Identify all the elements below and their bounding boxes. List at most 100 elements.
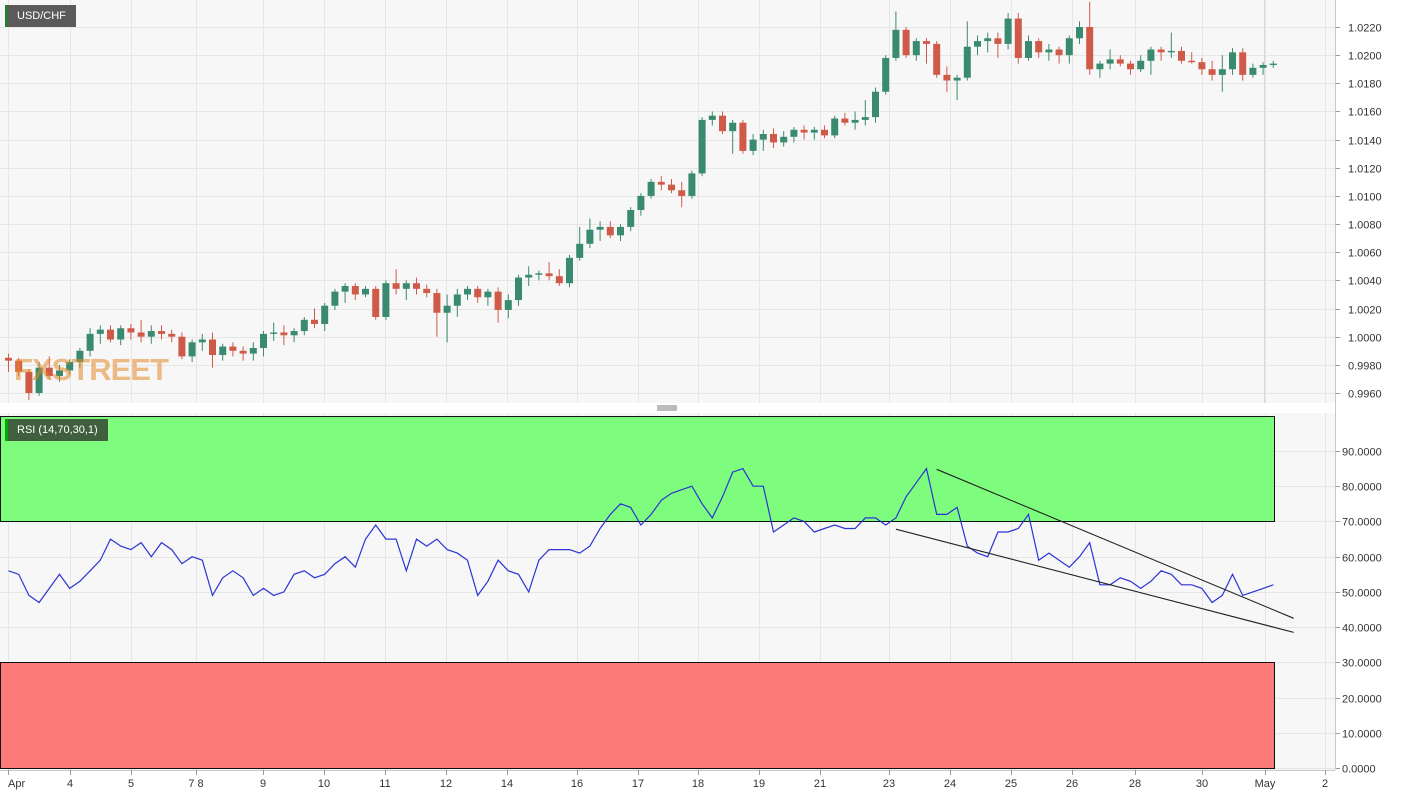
pane-splitter-handle[interactable]: [0, 403, 1335, 413]
rsi-tick-label: 80.0000: [1342, 482, 1382, 494]
candle-body: [321, 305, 329, 325]
price-tick-label: 1.0180: [1348, 79, 1382, 91]
candle-body: [515, 277, 522, 301]
candle-body: [759, 133, 767, 140]
candle-body: [45, 367, 53, 377]
oversold-zone: [0, 662, 1275, 769]
candle-body: [1004, 18, 1012, 44]
candle-body: [219, 346, 227, 355]
candle-body: [1218, 69, 1226, 75]
symbol-text: USD/CHF: [17, 10, 66, 22]
candle-body: [168, 333, 176, 337]
candle-body: [627, 210, 635, 227]
time-tick-label: 24: [944, 778, 956, 790]
rsi-tick-label: 10.0000: [1342, 729, 1382, 741]
candle-body: [96, 329, 104, 334]
candle-body: [1229, 52, 1236, 70]
price-tick-label: 1.0100: [1348, 192, 1382, 204]
candlestick-series: [5, 1, 1277, 401]
time-tick-label: 19: [753, 778, 765, 790]
price-tick-label: 1.0200: [1348, 51, 1382, 63]
overbought-zone: [0, 416, 1275, 522]
candle-body: [229, 346, 237, 351]
candle-body: [474, 288, 482, 298]
rsi-accent: [5, 419, 8, 441]
candle-body: [678, 190, 686, 196]
time-tick-label: May: [1255, 778, 1276, 790]
candle-body: [249, 347, 257, 354]
candle-body: [351, 286, 359, 295]
candle-body: [912, 41, 920, 56]
rsi-tick-label: 70.0000: [1342, 517, 1382, 529]
rsi-trendline: [936, 468, 1294, 619]
candle-body: [494, 291, 502, 310]
candle-body: [688, 173, 696, 196]
rsi-indicator-label[interactable]: RSI (14,70,30,1): [5, 419, 108, 441]
time-tick-label: 2: [1322, 778, 1328, 790]
candle-body: [810, 129, 818, 133]
candle-body: [943, 74, 951, 81]
candle-body: [1208, 69, 1216, 75]
candle-body: [290, 331, 298, 336]
candle-body: [178, 336, 186, 357]
candle-body: [555, 276, 563, 284]
candle-body: [464, 288, 471, 295]
candle-body: [239, 350, 247, 354]
candle-body: [851, 119, 859, 123]
price-tick-label: 1.0060: [1348, 248, 1382, 260]
candle-body: [300, 319, 308, 332]
candle-body: [1045, 49, 1053, 53]
candle-body: [1035, 41, 1043, 53]
time-tick-label: 30: [1196, 778, 1208, 790]
candle-body: [1106, 59, 1114, 64]
rsi-zones: [0, 416, 1275, 769]
time-tick-label: 17: [632, 778, 644, 790]
candle-body: [158, 331, 165, 334]
candle-body: [188, 342, 196, 357]
candle-body: [892, 29, 900, 58]
rsi-trendlines: [895, 468, 1294, 633]
candle-body: [402, 283, 410, 289]
candle-body: [413, 283, 420, 289]
candle-body: [15, 360, 23, 372]
candle-body: [443, 305, 451, 313]
candle-body: [260, 333, 267, 348]
candle-body: [86, 333, 94, 351]
candle-body: [841, 118, 849, 123]
candle-body: [127, 328, 135, 333]
candle-body: [137, 332, 145, 337]
candle-body: [311, 319, 318, 325]
candle-body: [566, 257, 573, 284]
candle-body: [280, 332, 288, 336]
fxstreet-watermark: FXSTREET: [14, 352, 169, 387]
candle-body: [974, 41, 981, 47]
time-tick-label: 18: [692, 778, 704, 790]
candle-body: [1086, 27, 1094, 70]
candle-body: [484, 291, 492, 298]
candle-body: [1014, 18, 1022, 58]
candle-body: [1178, 50, 1185, 61]
candle-body: [831, 118, 839, 136]
symbol-label[interactable]: USD/CHF: [5, 5, 76, 27]
rsi-tick-label: 40.0000: [1342, 623, 1382, 635]
candle-body: [596, 226, 604, 230]
price-tick-label: 1.0220: [1348, 23, 1382, 35]
candle-body: [1269, 63, 1277, 66]
rsi-trendline: [895, 528, 1294, 633]
candle-body: [117, 328, 125, 340]
time-tick-label: 25: [1005, 778, 1017, 790]
candle-body: [341, 286, 349, 292]
candle-body: [372, 288, 380, 317]
candle-body: [1259, 65, 1267, 68]
price-tick-label: 1.0000: [1348, 333, 1382, 345]
candle-body: [107, 329, 114, 340]
candle-body: [586, 229, 594, 244]
time-tick-label: 16: [571, 778, 583, 790]
candle-body: [1157, 49, 1165, 53]
candle-body: [780, 136, 788, 143]
candle-body: [525, 274, 533, 278]
candle-body: [994, 38, 1002, 44]
candle-body: [1249, 67, 1257, 75]
candle-body: [198, 339, 206, 343]
candle-body: [1055, 49, 1063, 56]
